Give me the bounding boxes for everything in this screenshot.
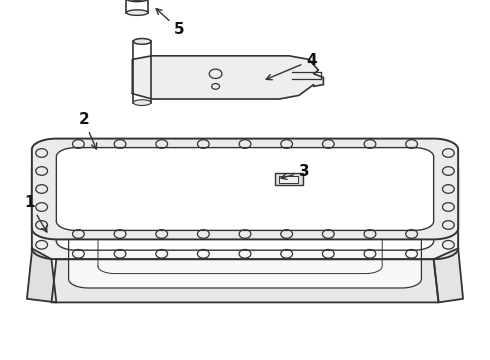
Polygon shape — [56, 167, 434, 250]
Text: 5: 5 — [156, 9, 185, 37]
Ellipse shape — [126, 10, 148, 15]
Polygon shape — [434, 248, 463, 302]
Polygon shape — [132, 56, 323, 99]
Polygon shape — [51, 259, 439, 302]
Polygon shape — [27, 248, 56, 302]
Text: 2: 2 — [78, 112, 97, 149]
Text: 3: 3 — [281, 165, 310, 179]
Ellipse shape — [133, 100, 151, 105]
Polygon shape — [69, 173, 421, 288]
Ellipse shape — [126, 0, 148, 2]
Polygon shape — [32, 158, 458, 259]
FancyBboxPatch shape — [275, 173, 303, 185]
Polygon shape — [56, 148, 434, 230]
Text: 1: 1 — [24, 195, 47, 232]
Text: 4: 4 — [266, 53, 317, 80]
Polygon shape — [32, 139, 458, 239]
Ellipse shape — [133, 39, 151, 44]
FancyBboxPatch shape — [279, 176, 298, 183]
